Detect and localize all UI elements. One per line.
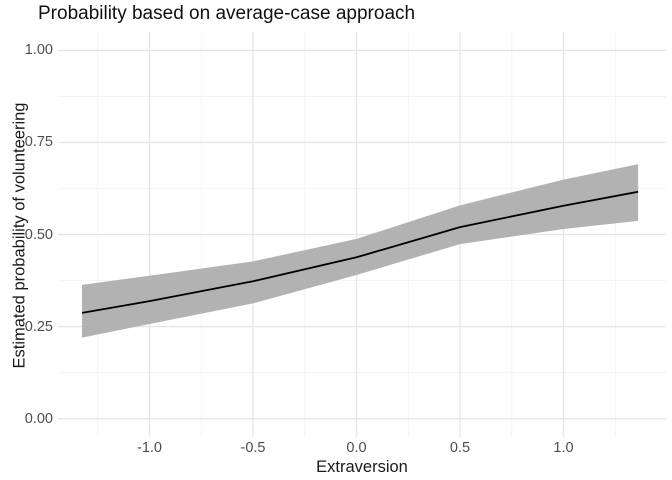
x-tick-label: -0.5 (240, 440, 266, 456)
y-tick-label: 0.75 (24, 134, 53, 151)
x-tick-label: 0.5 (449, 440, 471, 456)
confidence-ribbon (82, 164, 639, 338)
y-tick-label: 0.25 (24, 318, 53, 335)
y-tick-label: 1.00 (24, 42, 53, 59)
x-tick-label: 0.0 (346, 440, 367, 456)
x-axis-title: Extraversion (316, 458, 408, 476)
y-tick-label: 0.50 (24, 226, 53, 243)
y-tick-label: 0.00 (24, 410, 53, 427)
plot-panel (58, 32, 666, 437)
x-tick-label: 1.0 (553, 440, 574, 456)
fit-line (81, 190, 639, 314)
chart-title: Probability based on average-case approa… (38, 3, 416, 24)
x-tick-label: -1.0 (137, 440, 162, 456)
